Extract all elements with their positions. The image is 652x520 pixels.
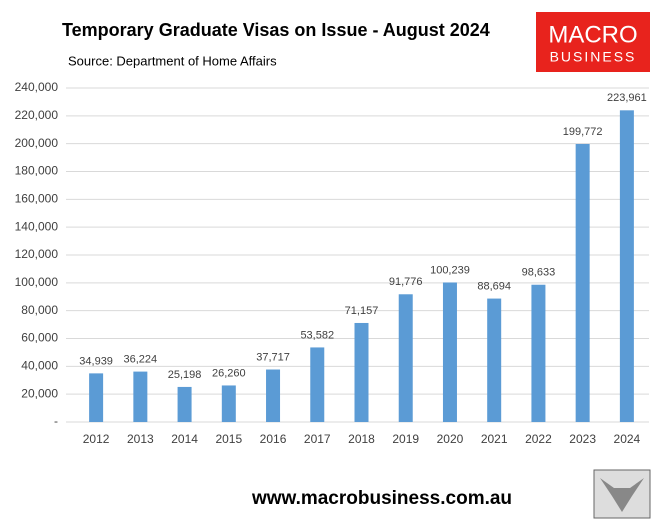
bar <box>575 143 590 423</box>
chart-title: Temporary Graduate Visas on Issue - Augu… <box>62 20 490 40</box>
value-label: 91,776 <box>389 276 423 288</box>
chart-subtitle: Source: Department of Home Affairs <box>68 53 277 68</box>
x-tick-label: 2014 <box>171 432 198 446</box>
bar <box>133 371 148 422</box>
x-tick-label: 2013 <box>127 432 154 446</box>
x-tick-label: 2017 <box>304 432 331 446</box>
bar <box>266 369 281 422</box>
footer: www.macrobusiness.com.au <box>251 488 512 509</box>
bar <box>310 347 325 422</box>
x-tick-label: 2021 <box>481 432 508 446</box>
x-tick-label: 2016 <box>260 432 287 446</box>
y-tick-label: 20,000 <box>21 386 58 400</box>
y-tick-label: 220,000 <box>15 108 59 122</box>
x-tick-label: 2018 <box>348 432 375 446</box>
y-tick-label: 140,000 <box>15 219 59 233</box>
bar <box>487 298 502 422</box>
x-tick-label: 2012 <box>83 432 110 446</box>
value-label: 88,694 <box>477 280 511 292</box>
y-tick-label: 60,000 <box>21 331 58 345</box>
y-tick-label: 40,000 <box>21 359 58 373</box>
value-label: 223,961 <box>607 92 647 104</box>
bar <box>531 284 546 422</box>
x-tick-label: 2015 <box>215 432 242 446</box>
value-label: 34,939 <box>79 355 113 367</box>
bar <box>89 373 104 422</box>
logo-subtext: BUSINESS <box>550 49 637 65</box>
value-label: 26,260 <box>212 367 246 379</box>
bar <box>442 282 457 422</box>
value-label: 100,239 <box>430 264 470 276</box>
bar <box>619 110 634 423</box>
y-tick-label: 180,000 <box>15 164 59 178</box>
y-tick-label: 100,000 <box>15 275 59 289</box>
y-tick-label: 120,000 <box>15 247 59 261</box>
bar <box>177 386 192 422</box>
value-label: 98,633 <box>522 267 556 279</box>
x-tick-label: 2022 <box>525 432 552 446</box>
y-tick-label: 200,000 <box>15 136 59 150</box>
value-label: 71,157 <box>345 305 379 317</box>
value-label: 36,224 <box>124 353 158 365</box>
logo-box <box>536 12 650 72</box>
y-tick-label: 80,000 <box>21 303 58 317</box>
bar <box>354 322 369 422</box>
x-tick-label: 2020 <box>437 432 464 446</box>
y-tick-label: - <box>54 414 58 428</box>
logo-text: MACRO <box>548 21 637 48</box>
x-tick-label: 2019 <box>392 432 419 446</box>
fox-icon <box>600 478 644 512</box>
value-label: 25,198 <box>168 369 202 381</box>
x-tick-label: 2023 <box>569 432 596 446</box>
y-tick-label: 240,000 <box>15 80 59 94</box>
value-label: 199,772 <box>563 126 603 138</box>
bar <box>398 294 413 422</box>
bar <box>221 385 236 422</box>
y-tick-label: 160,000 <box>15 192 59 206</box>
value-label: 53,582 <box>300 329 334 341</box>
value-label: 37,717 <box>256 351 290 363</box>
x-tick-label: 2024 <box>614 432 641 446</box>
